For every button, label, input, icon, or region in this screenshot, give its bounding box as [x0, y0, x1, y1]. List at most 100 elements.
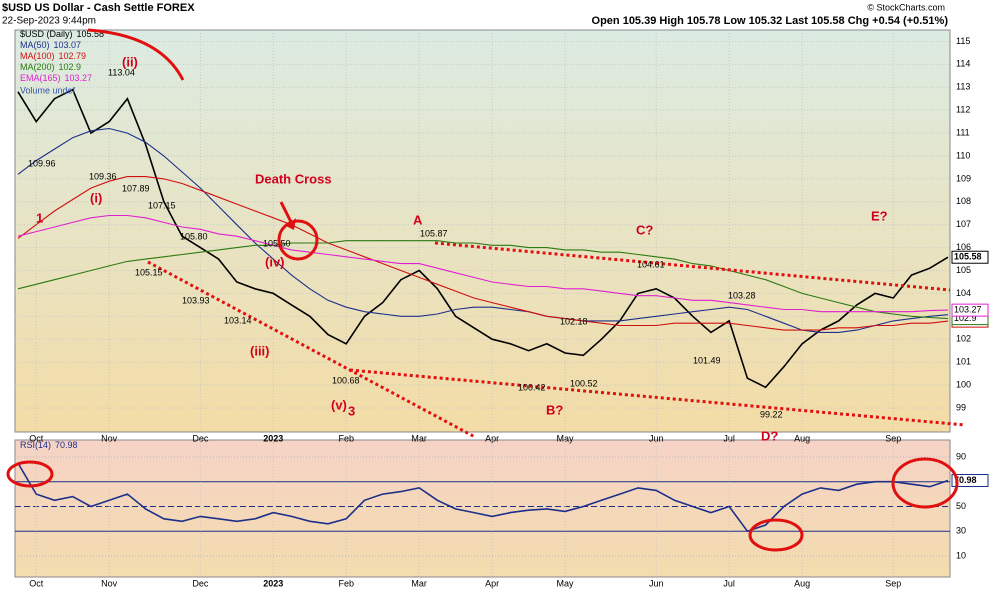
x-tick-label: 2023 — [263, 433, 283, 443]
legend-name: MA(50) — [20, 40, 50, 50]
y-tick-label: 99 — [956, 402, 966, 412]
legend-entry: EMA(165) 103.27 — [20, 73, 92, 83]
price-label: 104.61 — [637, 259, 665, 269]
x-tick-label: Aug — [794, 578, 810, 588]
x-tick-label: Apr — [485, 433, 499, 443]
price-label: 107.89 — [122, 183, 150, 193]
series-line — [17, 127, 949, 333]
x-tick-label: Mar — [411, 578, 427, 588]
annotations: Death Cross 1 (i) (ii) (iii) (iv) (v) 3 … — [28, 54, 888, 443]
x-tick-label: Oct — [29, 433, 44, 443]
y-tick-label: 90 — [956, 451, 966, 461]
x-tick-label: Jul — [723, 433, 735, 443]
annotation: E? — [871, 208, 888, 223]
price-label: 113.04 — [108, 67, 135, 77]
legend-value: 103.27 — [65, 73, 93, 83]
series-line — [17, 176, 949, 331]
x-tick-label: Feb — [338, 578, 354, 588]
legend-value: 103.07 — [54, 40, 82, 50]
x-tick-label: May — [557, 433, 575, 443]
y-tick-label: 112 — [956, 105, 970, 115]
x-tick-label: Oct — [29, 578, 44, 588]
series-line — [17, 88, 949, 389]
price-panel — [14, 29, 951, 433]
price-label: 105.50 — [263, 238, 291, 248]
annotation: C? — [636, 222, 653, 237]
y-tick-label: 101 — [956, 357, 971, 367]
legend-value: 70.98 — [55, 440, 78, 450]
trendline — [147, 260, 476, 439]
annotation: (iii) — [250, 343, 270, 358]
price-label: 107.15 — [148, 200, 176, 210]
quote: Open 105.39 High 105.78 Low 105.32 Last … — [592, 15, 949, 27]
legend-name: RSI(14) — [20, 440, 51, 450]
price-label: 100.68 — [332, 375, 360, 385]
circle — [6, 460, 54, 488]
price-label: 100.52 — [570, 378, 598, 388]
annotation: D? — [761, 428, 778, 443]
price-label: 101.49 — [693, 355, 721, 365]
value-tag — [951, 473, 989, 487]
x-tick-label: Dec — [192, 578, 209, 588]
price-label: 103.14 — [224, 315, 252, 325]
circle — [891, 457, 959, 509]
y-tick-label: 113 — [956, 82, 970, 92]
x-tick-label: Jul — [723, 578, 735, 588]
y-tick-label: 10 — [956, 550, 966, 560]
circle — [748, 518, 804, 552]
y-tick-label: 105 — [956, 265, 971, 275]
price-label: 109.36 — [89, 171, 117, 181]
y-tick-label: 109 — [956, 173, 971, 183]
value-tag-label: 102.9 — [954, 313, 977, 323]
series-line — [17, 214, 949, 313]
y-tick-label: 110 — [956, 150, 970, 160]
price-label: 100.42 — [518, 382, 546, 392]
y-tick-label: 108 — [956, 196, 971, 206]
y-tick-label: 50 — [956, 501, 966, 511]
annotation: (i) — [90, 190, 102, 205]
legend-entry: $USD (Daily) 105.58 — [20, 29, 104, 39]
price-label: 103.28 — [728, 290, 756, 300]
x-tick-label: Apr — [485, 578, 499, 588]
value-tag — [951, 250, 989, 264]
value-tag-label: 105.58 — [954, 252, 982, 262]
y-tick-label: 30 — [956, 526, 966, 536]
price-label: 105.15 — [135, 267, 163, 277]
rsi-panel — [14, 439, 951, 578]
legend-value: 102.9 — [59, 62, 82, 72]
y-tick-label: 106 — [956, 242, 971, 252]
annotation: A — [413, 212, 423, 227]
series-line — [17, 462, 949, 533]
series-line — [17, 240, 949, 320]
x-tick-label: Dec — [192, 433, 209, 443]
date: 22-Sep-2023 9:44pm — [2, 16, 96, 27]
value-tag — [951, 303, 989, 317]
y-tick-label: 102 — [956, 334, 971, 344]
y-tick-label: 115 — [956, 36, 970, 46]
x-tick-label: Sep — [885, 578, 901, 588]
x-tick-label: Aug — [794, 433, 810, 443]
price-label: 105.87 — [420, 228, 448, 238]
symbol: $USD US Dollar - Cash Settle FOREX — [2, 2, 195, 14]
legend-name: MA(100) — [20, 51, 55, 61]
y-tick-label: 104 — [956, 288, 971, 298]
annotation: 1 — [36, 210, 43, 225]
volume-legend: Volume undef — [20, 85, 76, 95]
legend-entry: MA(100) 102.79 — [20, 51, 86, 61]
x-tick-label: Feb — [338, 433, 354, 443]
x-tick-label: Nov — [101, 578, 118, 588]
y-tick-label: 107 — [956, 219, 971, 229]
legend-entry: MA(50) 103.07 — [20, 40, 81, 50]
value-tag-label: 103.27 — [954, 305, 982, 315]
price-label: 109.96 — [28, 158, 56, 168]
annotation: (ii) — [122, 54, 138, 69]
x-tick-label: Mar — [411, 433, 427, 443]
legend-value: 105.58 — [77, 29, 105, 39]
y-tick-label: 100 — [956, 379, 971, 389]
price-label: 105.80 — [180, 231, 208, 241]
y-tick-label: 111 — [956, 127, 970, 137]
price-label: 103.93 — [182, 295, 210, 305]
x-tick-label: 2023 — [263, 578, 283, 588]
x-tick-label: Sep — [885, 433, 901, 443]
